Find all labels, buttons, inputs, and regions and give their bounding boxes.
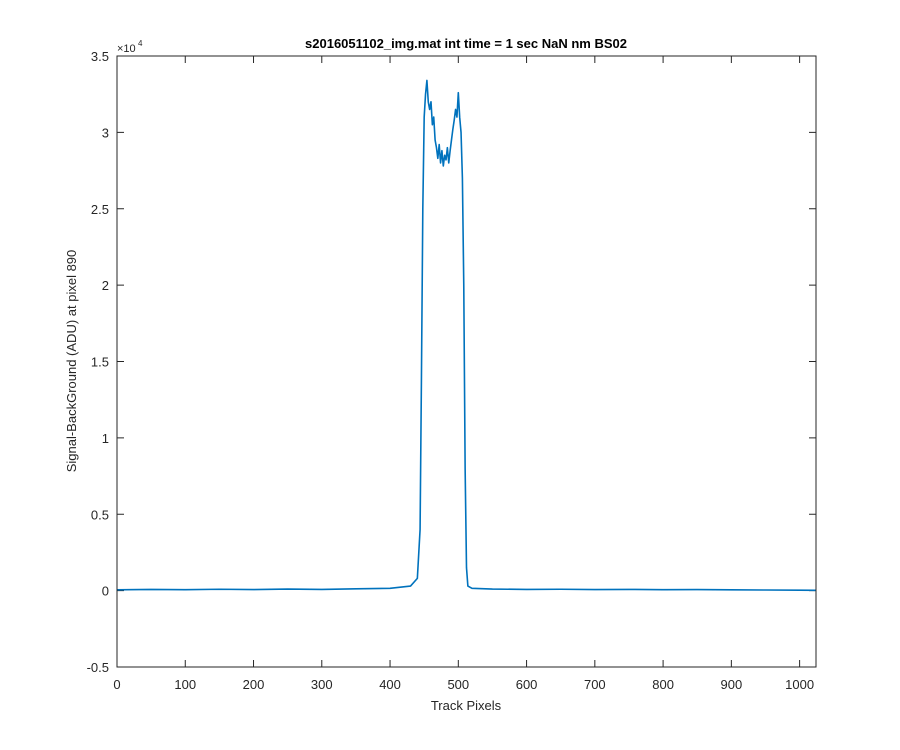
x-tick-label: 800 — [652, 677, 674, 692]
x-tick-label: 600 — [516, 677, 538, 692]
x-tick-label: 1000 — [785, 677, 814, 692]
y-exponent-base: ×10 — [117, 43, 136, 55]
x-axis-label: Track Pixels — [431, 698, 502, 713]
x-tick-label: 100 — [174, 677, 196, 692]
y-tick-label: -0.5 — [87, 660, 109, 675]
x-tick-label: 700 — [584, 677, 606, 692]
y-exponent: ×10 4 — [117, 39, 143, 55]
chart-title: s2016051102_img.mat int time = 1 sec NaN… — [305, 36, 627, 51]
x-tick-label: 900 — [721, 677, 743, 692]
y-axis-label: Signal-BackGround (ADU) at pixel 890 — [64, 250, 79, 473]
x-tick-label: 300 — [311, 677, 333, 692]
y-tick-label: 2.5 — [91, 202, 109, 217]
x-tick-label: 200 — [243, 677, 265, 692]
y-axis: -0.5 0 0.5 1 1.5 2 2.5 3 3.5 — [87, 49, 816, 675]
y-tick-label: 2 — [102, 278, 109, 293]
x-tick-label: 500 — [447, 677, 469, 692]
y-tick-label: 3 — [102, 125, 109, 140]
y-tick-label: 0 — [102, 584, 109, 599]
y-tick-label: 1.5 — [91, 355, 109, 370]
x-tick-label: 400 — [379, 677, 401, 692]
x-tick-label: 0 — [113, 677, 120, 692]
axes-box — [116, 55, 817, 668]
y-tick-label: 3.5 — [91, 49, 109, 64]
y-tick-label: 1 — [102, 431, 109, 446]
y-exponent-power: 4 — [138, 39, 143, 48]
x-axis: 0 100 200 300 400 500 600 700 800 900 1000 — [113, 56, 814, 692]
series-line — [116, 79, 817, 592]
y-tick-label: 0.5 — [91, 507, 109, 522]
